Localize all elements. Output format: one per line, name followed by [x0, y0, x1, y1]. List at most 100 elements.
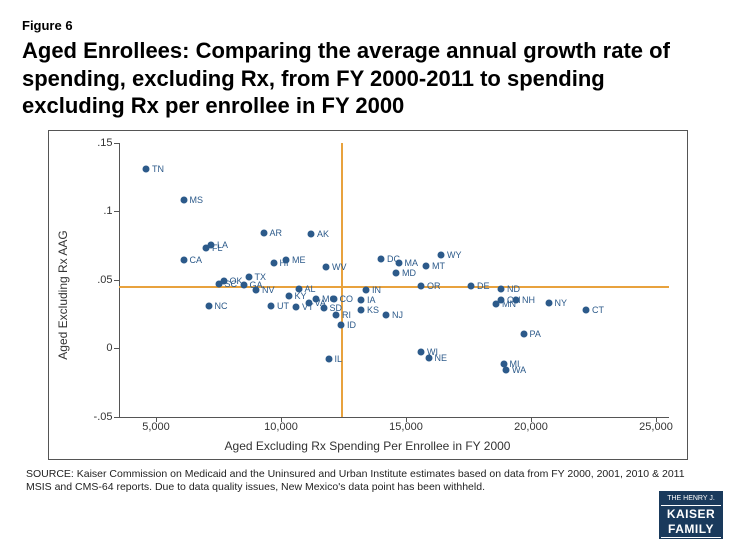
data-point [338, 321, 345, 328]
data-point-label: NE [435, 353, 448, 363]
data-point [308, 231, 315, 238]
source-note: SOURCE: Kaiser Commission on Medicaid an… [22, 468, 713, 495]
data-point-label: CO [340, 294, 354, 304]
logo-top: THE HENRY J. [661, 495, 721, 503]
data-point-label: OR [427, 281, 441, 291]
data-point [330, 295, 337, 302]
data-point [395, 260, 402, 267]
data-point-label: WV [332, 262, 347, 272]
data-point-label: MT [432, 261, 445, 271]
y-tick-label: -.05 [94, 411, 119, 423]
data-point-label: MD [402, 268, 416, 278]
data-point-label: RI [342, 310, 351, 320]
data-point-label: DE [477, 281, 490, 291]
data-point [493, 301, 500, 308]
data-point-label: PA [530, 329, 541, 339]
data-point [268, 302, 275, 309]
data-point [358, 297, 365, 304]
data-point-label: MA [405, 258, 419, 268]
x-axis-label: Aged Excluding Rx Spending Per Enrollee … [225, 439, 511, 453]
y-tick-label: .05 [97, 274, 118, 286]
data-point [583, 306, 590, 313]
data-point-label: IN [372, 285, 381, 295]
logo-bottom: FOUNDATION [661, 540, 721, 548]
x-tick-label: 20,000 [514, 417, 548, 433]
data-point-label: NH [522, 295, 535, 305]
data-point [498, 286, 505, 293]
y-tick-label: .15 [97, 137, 118, 149]
data-point [293, 303, 300, 310]
y-tick-label: 0 [106, 342, 118, 354]
data-point [285, 292, 292, 299]
data-point [260, 229, 267, 236]
data-point [320, 305, 327, 312]
data-point-label: FL [212, 243, 223, 253]
data-point [503, 366, 510, 373]
y-tick-label: .1 [103, 205, 118, 217]
data-point-label: ND [507, 284, 520, 294]
data-point-label: NV [262, 285, 275, 295]
data-point [468, 283, 475, 290]
x-tick-label: 5,000 [142, 417, 170, 433]
data-point [323, 264, 330, 271]
data-point [270, 260, 277, 267]
data-point [418, 283, 425, 290]
data-point [383, 312, 390, 319]
scatter-chart: Aged Excluding Rx AAG Aged Excluding Rx … [48, 130, 688, 460]
data-point-label: NC [215, 301, 228, 311]
data-point-label: MS [190, 195, 204, 205]
data-point-label: VT [302, 302, 314, 312]
data-point-label: CT [592, 305, 604, 315]
data-point [438, 251, 445, 258]
data-point-label: IA [367, 295, 376, 305]
reference-line-horizontal [119, 286, 669, 288]
data-point [180, 257, 187, 264]
data-point-label: ID [347, 320, 356, 330]
data-point [378, 255, 385, 262]
data-point [363, 287, 370, 294]
y-axis-line [119, 143, 120, 417]
data-point [393, 269, 400, 276]
data-point-label: ME [292, 255, 306, 265]
data-point-label: NY [555, 298, 568, 308]
logo-family: KAISER FAMILY [661, 505, 721, 538]
data-point [203, 244, 210, 251]
data-point [358, 306, 365, 313]
data-point [240, 281, 247, 288]
data-point-label: MN [502, 299, 516, 309]
kff-logo: THE HENRY J. KAISER FAMILY FOUNDATION [659, 491, 723, 539]
data-point-label: TN [152, 164, 164, 174]
x-tick-label: 25,000 [639, 417, 673, 433]
data-point-label: KS [367, 305, 379, 315]
data-point [143, 165, 150, 172]
data-point [423, 262, 430, 269]
data-point [333, 312, 340, 319]
data-point-label: CA [190, 255, 203, 265]
data-point [418, 349, 425, 356]
data-point [253, 287, 260, 294]
data-point-label: UT [277, 301, 289, 311]
data-point-label: WY [447, 250, 462, 260]
data-point-label: HI [280, 258, 289, 268]
data-point-label: KY [295, 291, 307, 301]
plot-area: -.050.05.1.155,00010,00015,00020,00025,0… [119, 143, 669, 417]
chart-title: Aged Enrollees: Comparing the average an… [22, 37, 713, 120]
data-point-label: AK [317, 229, 329, 239]
data-point [215, 280, 222, 287]
data-point [205, 302, 212, 309]
data-point-label: WA [512, 365, 526, 375]
data-point [325, 355, 332, 362]
reference-line-vertical [341, 143, 343, 417]
data-point [425, 354, 432, 361]
data-point [520, 331, 527, 338]
y-axis-label: Aged Excluding Rx AAG [56, 230, 70, 359]
data-point-label: SC [225, 279, 238, 289]
x-tick-label: 10,000 [264, 417, 298, 433]
data-point [545, 299, 552, 306]
figure-label: Figure 6 [22, 18, 713, 33]
x-tick-label: 15,000 [389, 417, 423, 433]
data-point-label: AR [270, 228, 283, 238]
data-point-label: IL [335, 354, 343, 364]
data-point [180, 197, 187, 204]
data-point-label: NJ [392, 310, 403, 320]
